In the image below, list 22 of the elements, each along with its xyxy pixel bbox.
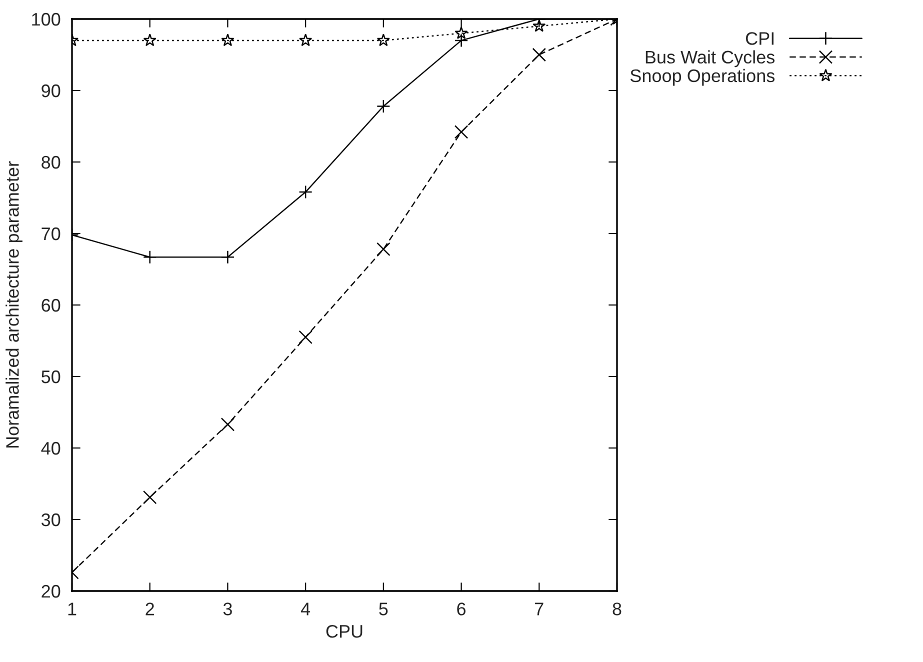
legend-label: Snoop Operations	[630, 68, 775, 86]
x-tick-label: 3	[223, 602, 232, 616]
y-tick-label: 30	[41, 513, 60, 526]
y-tick-label: 90	[42, 84, 60, 98]
y-tick-label: 100	[32, 12, 60, 26]
y-tick-label: 60	[42, 298, 60, 312]
y-tick-label: 20	[42, 584, 60, 598]
y-tick-label: 80	[42, 156, 60, 169]
x-axis-title: CPU	[326, 624, 362, 638]
x-tick-label: 7	[535, 602, 544, 616]
x-tick-label: 8	[612, 602, 622, 616]
x-tick-label: 6	[457, 602, 466, 616]
x-tick-label: 4	[300, 602, 310, 616]
x-tick-label: 5	[379, 602, 388, 616]
y-tick-label: 70	[42, 227, 60, 240]
y-axis-title: Noramalized architecture parameter	[6, 161, 22, 448]
legend-label: Bus Wait Cycles	[646, 50, 775, 68]
x-tick-label: 2	[146, 602, 154, 616]
x-tick-label: 1	[68, 602, 76, 616]
y-tick-label: 40	[41, 442, 60, 455]
legend-label: CPI	[746, 32, 774, 45]
y-tick-label: 50	[42, 370, 60, 384]
